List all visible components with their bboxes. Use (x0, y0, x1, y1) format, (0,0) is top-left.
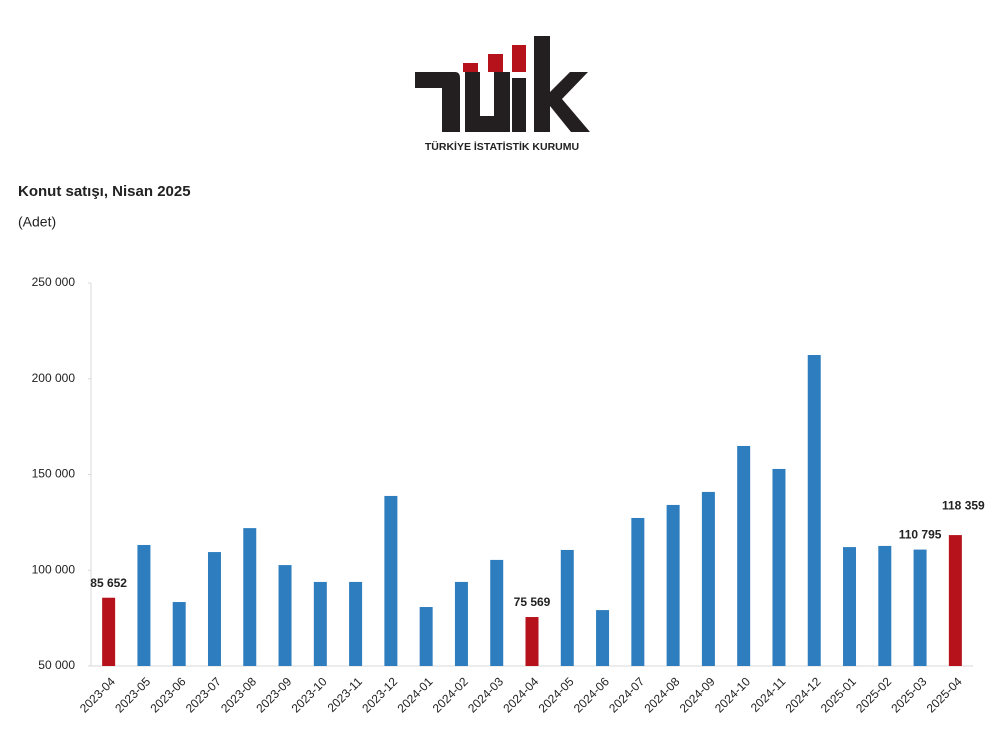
x-tick-label: 2023-04 (77, 674, 118, 715)
bar (525, 617, 539, 666)
x-tick-label: 2024-08 (641, 674, 682, 715)
bar (772, 468, 786, 666)
x-tick-label: 2023-09 (253, 674, 294, 715)
logo-name: TÜRKİYE İSTATİSTİK KURUMU (425, 140, 579, 153)
bar (913, 549, 927, 666)
x-tick-label: 2025-03 (888, 674, 929, 715)
bar (172, 602, 186, 666)
x-tick-label: 2024-02 (430, 674, 471, 715)
bar (102, 597, 116, 666)
bar (560, 549, 574, 666)
x-tick-label: 2024-10 (712, 674, 753, 715)
y-tick-label: 50 000 (38, 658, 75, 672)
bar (843, 547, 857, 666)
y-tick-label: 150 000 (32, 467, 76, 481)
bar (419, 607, 433, 666)
x-tick-label: 2023-07 (183, 674, 224, 715)
bar (384, 495, 398, 666)
chart-title: Konut satışı, Nisan 2025 (18, 183, 191, 200)
x-tick-label: 2023-12 (359, 674, 400, 715)
x-tick-label: 2025-04 (924, 674, 965, 715)
logo: TÜRKİYE İSTATİSTİK KURUMU (415, 36, 590, 153)
bar (313, 581, 327, 666)
x-tick-label: 2024-09 (677, 674, 718, 715)
chart-subtitle: (Adet) (18, 214, 56, 230)
bar (701, 491, 715, 666)
x-tick-label: 2023-11 (325, 674, 366, 715)
y-tick-label: 100 000 (32, 562, 76, 576)
value-label: 85 652 (90, 576, 127, 590)
x-tick-label: 2023-05 (112, 674, 153, 715)
x-tick-label: 2024-12 (783, 674, 824, 715)
bar (807, 355, 821, 666)
x-tick-label: 2024-11 (748, 674, 789, 715)
bar (631, 517, 645, 666)
bar (207, 552, 221, 666)
x-tick-label: 2024-03 (465, 674, 506, 715)
x-tick-label: 2024-04 (500, 674, 541, 715)
bar (948, 535, 962, 666)
bar (596, 610, 610, 666)
x-tick-label: 2024-05 (536, 674, 577, 715)
x-tick-label: 2023-10 (289, 674, 330, 715)
value-label: 110 795 (899, 528, 942, 542)
x-tick-label: 2025-01 (818, 674, 859, 715)
x-tick-label: 2024-01 (394, 674, 435, 715)
y-tick-label: 250 000 (32, 275, 76, 289)
bar (454, 581, 468, 666)
x-tick-label: 2023-08 (218, 674, 259, 715)
bar (349, 581, 363, 666)
bar (737, 445, 751, 666)
bar (137, 544, 151, 666)
x-tick-label: 2023-06 (148, 674, 189, 715)
bar (278, 565, 292, 666)
x-tick-label: 2024-07 (606, 674, 647, 715)
bar (243, 528, 257, 666)
y-tick-label: 200 000 (32, 371, 76, 385)
bar (878, 545, 892, 666)
bar (490, 559, 504, 666)
bar (666, 504, 680, 666)
x-tick-label: 2024-06 (571, 674, 612, 715)
value-label: 75 569 (514, 595, 551, 609)
value-label: 118 359 (942, 498, 985, 512)
x-tick-label: 2025-02 (853, 674, 894, 715)
